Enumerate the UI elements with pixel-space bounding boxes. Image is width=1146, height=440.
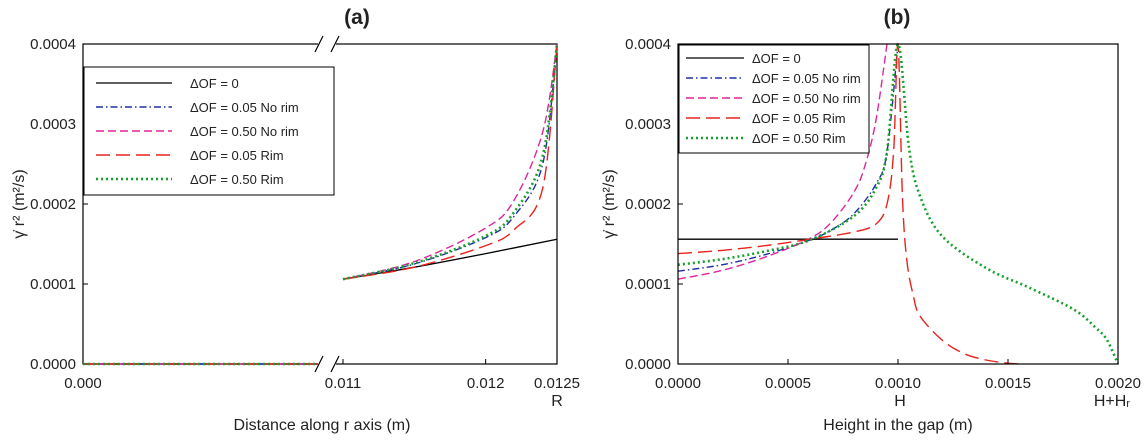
x-tick-label: 0.0020 <box>1095 375 1141 392</box>
axis-break-mark <box>314 35 324 53</box>
y-tick-label: 0.0001 <box>625 276 671 293</box>
axis-break-mark <box>314 355 324 373</box>
legend-entry: ΔOF = 0 <box>752 51 801 66</box>
y-tick-label: 0.0004 <box>30 36 76 53</box>
y-tick-label: 0.0000 <box>625 356 671 373</box>
y-tick-label: 0.0003 <box>30 116 76 133</box>
legend-entry: ΔOF = 0.05 Rim <box>190 148 284 163</box>
axis-break-gap-top <box>318 34 336 54</box>
series-line <box>677 43 888 280</box>
x-tick-label: 0.0125 <box>534 375 580 392</box>
y-tick-label: 0.0001 <box>30 276 76 293</box>
legend-entry: ΔOF = 0.50 No rim <box>190 124 299 139</box>
y-tick-label: 0.0000 <box>30 356 76 373</box>
y-tick-label: 0.0004 <box>625 36 671 53</box>
legend-entry: ΔOF = 0.50 Rim <box>190 172 284 187</box>
panel-b-y-ticks: 0.0000 0.0001 0.0002 0.0003 0.0004 <box>625 36 683 373</box>
y-tick-label: 0.0002 <box>625 196 671 213</box>
axis-break-mark <box>330 355 340 373</box>
panel-b-x-extra-label-H-visible: H <box>894 393 906 410</box>
panel-a-x-extra-label-R: R <box>551 393 563 410</box>
series-line <box>342 43 558 280</box>
panel-a-y-ticks: 0.0000 0.0001 0.0002 0.0003 0.0004 <box>30 36 88 373</box>
x-tick-label: 0.0005 <box>765 375 811 392</box>
x-tick-label: 0.0015 <box>985 375 1031 392</box>
panel-b-legend: ΔOF = 0 ΔOF = 0.05 No rim ΔOF = 0.50 No ri… <box>678 44 870 154</box>
panel-a-y-axis-label: γ̇ r² (m²/s) <box>11 169 28 238</box>
panel-b-y-axis-label-text: γ̇ r² (m²/s) <box>601 169 618 238</box>
series-line <box>342 43 559 281</box>
series-line <box>342 43 558 280</box>
panel-b-series <box>677 42 1120 365</box>
series-line <box>677 42 1120 365</box>
panel-a-y-axis-label-text: γ̇ r² (m²/s) <box>11 169 28 238</box>
panel-b-x-axis-label: Height in the gap (m) <box>823 417 972 434</box>
panel-a-legend: ΔOF = 0 ΔOF = 0.05 No rim ΔOF = 0.50 No ri… <box>83 66 335 196</box>
panel-b-y-axis-label: γ̇ r² (m²/s) <box>601 169 618 238</box>
legend-entry: ΔOF = 0.05 No rim <box>190 100 299 115</box>
x-tick-label: 0.011 <box>325 375 361 392</box>
panel-b-title: (b) <box>884 6 911 29</box>
axis-break-gap-bottom <box>318 354 336 374</box>
panel-b-legend-box <box>678 44 870 154</box>
panel-b-x-ticks: 0.0000 0.0005 0.0010 0.0015 0.0020 <box>655 359 1141 392</box>
panel-a-x-ticks: 0.000 0.011 0.012 0.0125 <box>64 359 580 392</box>
series-line <box>677 43 1020 365</box>
panel-b: (b) 0.0000 0.0001 0.0002 0.0003 0.0004 0.000… <box>601 6 1141 434</box>
legend-entry: ΔOF = 0.05 Rim <box>752 111 846 126</box>
panel-a-axis-break <box>314 34 340 374</box>
legend-entry: ΔOF = 0 <box>190 76 239 91</box>
legend-entry: ΔOF = 0.50 Rim <box>752 131 846 146</box>
x-tick-label: 0.0000 <box>655 375 701 392</box>
x-tick-label: 0.012 <box>467 375 505 392</box>
legend-entry: ΔOF = 0.05 No rim <box>752 71 861 86</box>
axis-break-mark <box>330 35 340 53</box>
panel-b-x-extra-label-H-Hr: H+Hᵣ <box>1094 393 1130 410</box>
x-tick-label: 0.000 <box>64 375 102 392</box>
legend-entry: ΔOF = 0.50 No rim <box>752 91 861 106</box>
y-tick-label: 0.0002 <box>30 196 76 213</box>
x-tick-label: 0.0010 <box>875 375 921 392</box>
panel-a-title: (a) <box>344 6 370 29</box>
panel-a: (a) 0.0000 0.0001 0.0002 0.0003 0.0004 0.000… <box>11 6 580 434</box>
panel-a-x-axis-label: Distance along r axis (m) <box>234 417 411 434</box>
series-line <box>342 43 558 280</box>
panel-a-series <box>83 43 559 366</box>
y-tick-label: 0.0003 <box>625 116 671 133</box>
